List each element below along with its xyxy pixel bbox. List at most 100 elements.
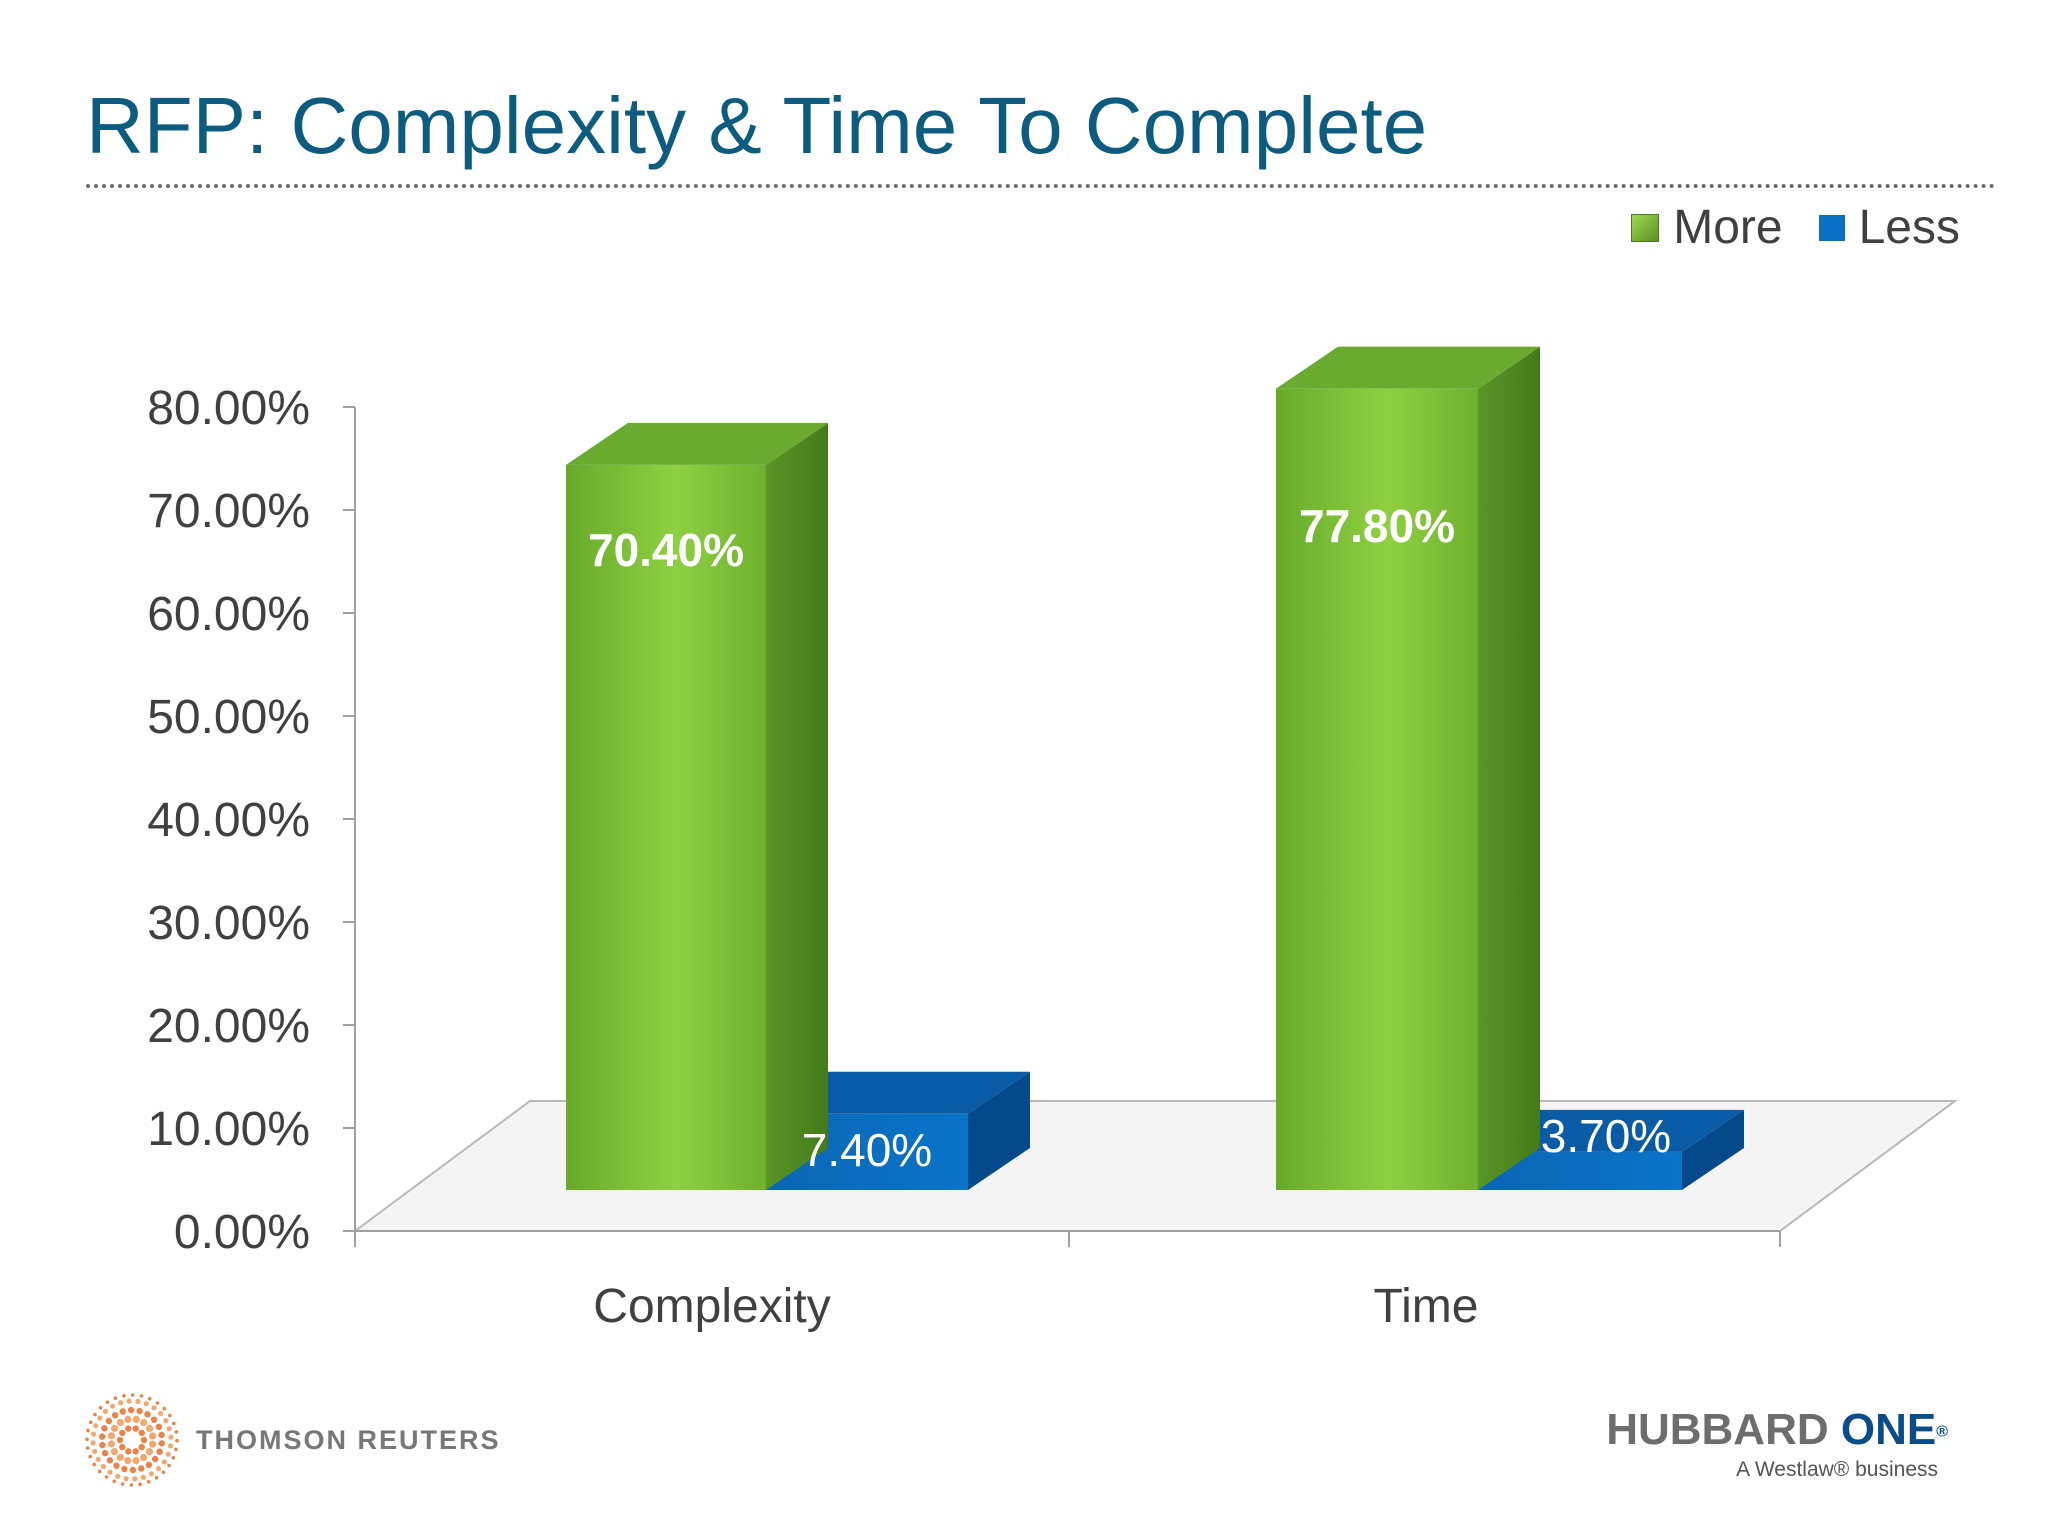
bar-more-complexity-top xyxy=(566,422,828,465)
tr-dot xyxy=(168,1443,174,1449)
tr-dot xyxy=(100,1463,106,1470)
tr-dot xyxy=(120,1482,125,1486)
bar-more-complexity-side xyxy=(766,422,828,1190)
tr-dot xyxy=(151,1405,157,1411)
tr-dot xyxy=(162,1406,167,1411)
tr-dot xyxy=(166,1426,172,1432)
tr-dot xyxy=(161,1459,167,1465)
tr-dot xyxy=(132,1476,138,1482)
thomson-reuters-wordmark: THOMSON REUTERS xyxy=(196,1424,501,1455)
tr-dot xyxy=(140,1474,146,1480)
bar-less-complexity-top xyxy=(766,1071,1030,1114)
bar-less-time-top xyxy=(1478,1109,1744,1152)
tr-dot xyxy=(90,1440,96,1446)
tr-dot xyxy=(92,1448,98,1454)
tr-dot xyxy=(98,1405,103,1410)
bar-more-time-front xyxy=(1276,388,1478,1190)
tr-dot xyxy=(124,1415,132,1423)
bar-more-time-top xyxy=(1276,346,1540,389)
tr-dot xyxy=(95,1456,101,1462)
tr-dot xyxy=(174,1447,178,1452)
tr-dot xyxy=(132,1448,139,1455)
tr-dot xyxy=(145,1424,154,1432)
tr-dot xyxy=(155,1423,163,1430)
tr-dot xyxy=(175,1438,179,1443)
tr-dot xyxy=(115,1473,121,1479)
y-tick-label: 10.00% xyxy=(147,1103,310,1156)
tr-dot xyxy=(99,1441,106,1449)
tr-dot xyxy=(132,1457,140,1465)
tr-dot xyxy=(107,1440,115,1448)
y-tick-label: 30.00% xyxy=(147,897,310,950)
tr-dot xyxy=(138,1443,145,1451)
tr-dot xyxy=(138,1429,145,1437)
tr-dot xyxy=(93,1423,99,1429)
tr-dot xyxy=(152,1455,159,1463)
tr-dot xyxy=(99,1433,106,1440)
bar-less-time-side xyxy=(1682,1109,1744,1190)
bar-less-complexity-side xyxy=(968,1071,1030,1190)
tr-dot xyxy=(106,1457,114,1464)
tr-dot xyxy=(101,1425,108,1432)
tr-dot xyxy=(168,1413,172,1418)
tr-dot xyxy=(149,1432,157,1440)
bar-more-complexity-front xyxy=(566,464,766,1190)
tr-dot xyxy=(102,1408,109,1414)
hubbard-one-logo: HUBBARD ONE® A Westlaw® business xyxy=(1606,1408,1948,1482)
x-category-label: Time xyxy=(1374,1280,1479,1333)
hubbard-one-part2: ONE xyxy=(1840,1405,1937,1454)
tr-dot xyxy=(118,1400,124,1406)
tr-dot xyxy=(138,1465,145,1472)
tr-dot xyxy=(90,1431,96,1437)
tr-dot xyxy=(126,1398,132,1404)
data-label-more: 77.80% xyxy=(1299,500,1455,552)
thomson-reuters-dots-icon xyxy=(85,1393,179,1487)
tr-dot xyxy=(158,1431,165,1439)
tr-dot xyxy=(132,1425,139,1432)
tr-dot xyxy=(146,1480,151,1484)
tr-dot xyxy=(111,1424,119,1432)
tr-dot xyxy=(174,1430,179,1434)
hubbard-one-tagline: A Westlaw® business xyxy=(1736,1458,1938,1481)
y-tick-label: 60.00% xyxy=(147,588,310,641)
tr-dot xyxy=(140,1436,148,1444)
data-label-more: 70.40% xyxy=(588,524,744,576)
tr-dot xyxy=(154,1476,159,1480)
tr-dot xyxy=(93,1412,97,1417)
x-category-label: Complexity xyxy=(593,1280,830,1333)
tr-dot xyxy=(85,1437,89,1442)
tr-dot xyxy=(86,1428,90,1433)
tr-dot xyxy=(85,1446,90,1450)
tr-dot xyxy=(116,1418,124,1427)
legend-item-more: More xyxy=(1631,200,1783,255)
tr-dot xyxy=(105,1400,110,1404)
tr-dot xyxy=(165,1451,171,1457)
tr-dot xyxy=(132,1415,140,1423)
legend-item-less: Less xyxy=(1818,200,1960,255)
tr-dot xyxy=(135,1398,141,1404)
tr-dot xyxy=(111,1412,119,1419)
tr-dot xyxy=(145,1461,153,1468)
tr-dot xyxy=(113,1396,118,1400)
hubbard-one-registered: ® xyxy=(1936,1423,1948,1441)
bar-more-time-side xyxy=(1478,346,1540,1190)
tr-dot xyxy=(110,1448,119,1456)
tr-dot xyxy=(145,1448,153,1456)
tr-dot xyxy=(172,1421,176,1426)
tr-dot xyxy=(107,1469,113,1475)
bar-chart: 0.00% 10.00% 20.00% 30.00% 40.00% 50.00% 60.00… xyxy=(147,346,1959,1333)
thomson-reuters-logo: THOMSON REUTERS xyxy=(84,1392,501,1488)
tr-dot xyxy=(110,1403,116,1409)
tr-dot xyxy=(158,1440,165,1447)
tr-dot xyxy=(97,1415,103,1421)
y-tick-label: 80.00% xyxy=(147,382,310,435)
tr-dot xyxy=(156,1448,163,1455)
y-tick-label: 0.00% xyxy=(174,1206,310,1259)
y-tick-label: 70.00% xyxy=(147,485,310,538)
tr-dot xyxy=(88,1454,92,1459)
tr-dot xyxy=(113,1462,120,1469)
tr-dot xyxy=(127,1406,135,1414)
bar-more-time xyxy=(1276,346,1540,1190)
bar-more-complexity xyxy=(566,422,828,1190)
chart-legend: More Less xyxy=(1631,200,1960,255)
